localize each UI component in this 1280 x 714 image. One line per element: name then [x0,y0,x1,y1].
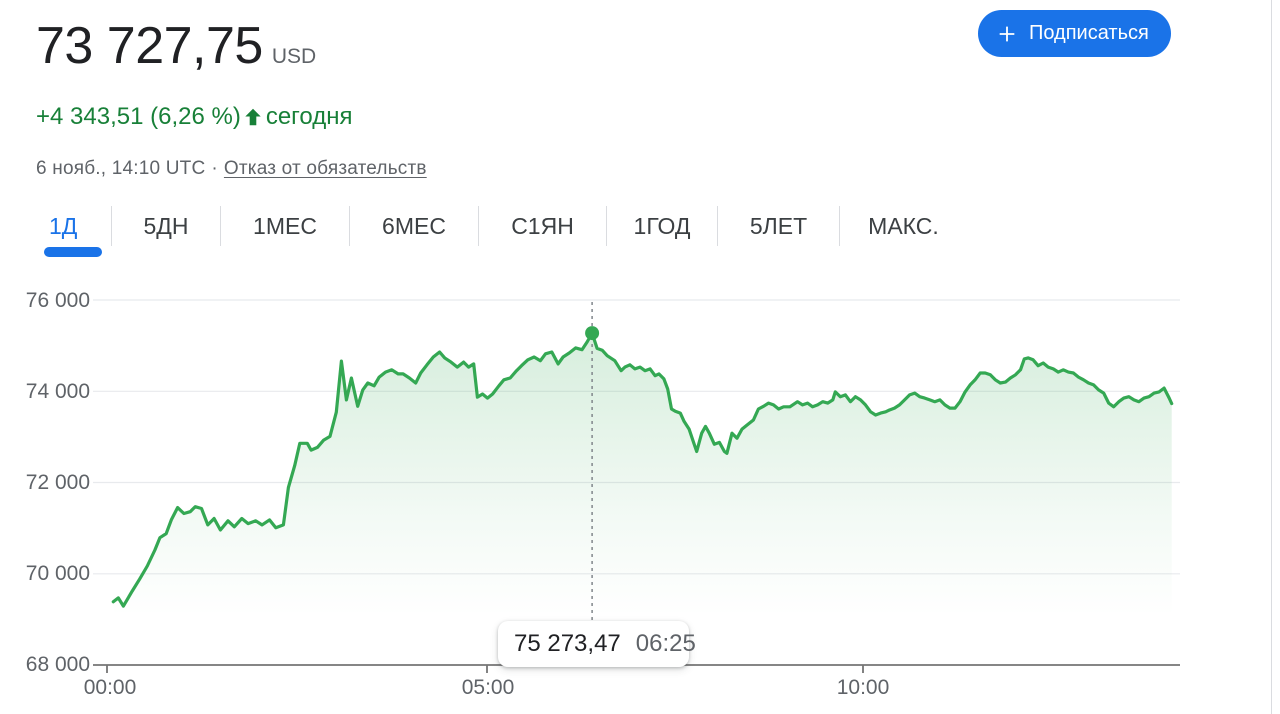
price-header: 73 727,75 USD [36,18,316,74]
tooltip-value: 75 273,47 [514,630,621,657]
subscribe-label: Подписаться [1029,22,1149,44]
subscribe-button[interactable]: Подписаться [978,10,1171,57]
dot-separator: · [211,158,218,179]
tab-label: МАКС. [868,212,939,239]
tab-label: С1ЯН [511,212,574,239]
tooltip-time: 06:25 [635,630,696,657]
tab-ytd[interactable]: С1ЯН [478,206,606,246]
tab-5y[interactable]: 5ЛЕТ [717,206,839,246]
change-period: сегодня [265,103,353,130]
tab-5d[interactable]: 5ДН [111,206,220,246]
cursor-dot [585,326,600,341]
area-fill [113,333,1172,665]
tab-label: 5ДН [143,212,189,239]
tab-1m[interactable]: 1МЕС [220,206,349,246]
tab-1y[interactable]: 1ГОД [606,206,717,246]
quote-meta: 6 нояб., 14:10 UTC · Отказ от обязательств [36,158,427,180]
x-axis-labels: 00:00 05:00 10:00 [84,676,890,699]
x-tick-0000: 00:00 [84,676,137,699]
change-value: +4 343,51 (6,26 %) [36,103,241,130]
y-tick-70000: 70 000 [26,562,90,585]
range-tabs: 1Д 5ДН 1МЕС 6МЕС С1ЯН 1ГОД 5ЛЕТ МАКС. [36,206,967,257]
tab-label: 1МЕС [253,212,317,239]
price-value: 73 727,75 [36,17,263,75]
tab-label: 1Д [49,212,78,239]
y-tick-68000: 68 000 [26,653,90,676]
arrow-up-icon [245,108,261,126]
price-chart[interactable]: 76 000 74 000 72 000 70 000 68 000 00:00… [0,270,1280,714]
y-tick-74000: 74 000 [26,380,90,403]
tab-label: 1ГОД [633,212,691,239]
tab-1d[interactable]: 1Д [36,206,111,257]
disclaimer-link[interactable]: Отказ от обязательств [223,158,427,179]
currency-label: USD [271,45,317,68]
tab-6m[interactable]: 6МЕС [349,206,478,246]
tab-max[interactable]: МАКС. [839,206,967,246]
page-edge-divider [1271,0,1272,714]
tab-label: 6МЕС [382,212,446,239]
price-line [111,331,1174,608]
x-tick-1000: 10:00 [837,676,890,699]
y-axis-labels: 76 000 74 000 72 000 70 000 68 000 [26,289,90,676]
y-tick-76000: 76 000 [26,289,90,312]
plus-icon [999,26,1015,41]
chart-tooltip: 75 273,47 06:25 [498,621,696,667]
active-tab-underline [44,247,102,257]
x-tick-0500: 05:00 [462,676,515,699]
tab-label: 5ЛЕТ [749,212,808,239]
timestamp: 6 нояб., 14:10 UTC [36,158,206,179]
price-change: +4 343,51 (6,26 %) сегодня [36,102,352,132]
y-tick-72000: 72 000 [26,471,90,494]
